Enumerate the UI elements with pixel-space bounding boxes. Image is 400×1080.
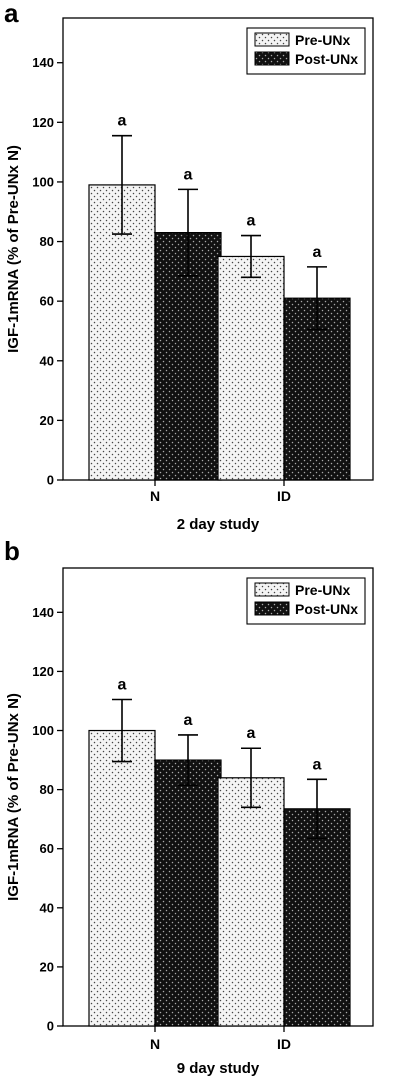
legend-swatch-pre-unx	[254, 32, 290, 47]
bar-post-unx-id	[283, 808, 351, 1027]
y-tick-label: 140	[32, 55, 54, 70]
panel-letter: b	[4, 536, 20, 566]
chart-panel-b: b 0 20 40 60 80 100 120 140 IGF-1mRNA (% of Pre-U…	[4, 536, 374, 1077]
y-axis-title: IGF-1mRNA (% of Pre-UNx N)	[5, 693, 22, 901]
y-axis-title: IGF-1mRNA (% of Pre-UNx N)	[5, 145, 22, 353]
y-tick-label: 20	[40, 413, 54, 428]
bar-pre-unx-n	[88, 184, 156, 481]
legend-swatch-post-unx	[254, 51, 290, 66]
y-tick-label: 80	[40, 234, 54, 249]
y-tick-label: 20	[40, 959, 54, 974]
panel-letter: a	[4, 0, 19, 28]
significance-label: a	[184, 166, 193, 183]
legend-label: Post-UNx	[295, 601, 358, 617]
x-tick-label: ID	[277, 488, 291, 504]
y-tick-label: 120	[32, 115, 54, 130]
significance-label: a	[118, 676, 127, 693]
legend: Pre-UNx Post-UNx	[246, 27, 366, 75]
y-tick-label: 60	[40, 294, 54, 309]
y-tick-label: 40	[40, 353, 54, 368]
x-axis-title: 2 day study	[177, 516, 260, 533]
significance-label: a	[313, 756, 322, 773]
bar-pre-unx-id	[217, 255, 285, 481]
y-tick-label: 0	[47, 473, 54, 488]
y-tick-label: 140	[32, 605, 54, 620]
x-tick-label: ID	[277, 1036, 291, 1052]
significance-label: a	[247, 725, 256, 742]
panels: a 0 20 40 60 80 100 120 140 IGF-1mRNA (% of Pre-U…	[4, 0, 374, 1077]
y-tick-label: 0	[47, 1019, 54, 1034]
significance-label: a	[247, 213, 256, 230]
y-tick-label: 40	[40, 900, 54, 915]
y-tick-label: 100	[32, 723, 54, 738]
x-tick-label: N	[150, 488, 160, 504]
legend-swatch-post-unx	[254, 601, 290, 616]
x-tick-label: N	[150, 1036, 160, 1052]
y-tick-label: 120	[32, 664, 54, 679]
significance-label: a	[118, 113, 127, 130]
legend-label: Pre-UNx	[295, 582, 350, 598]
significance-label: a	[184, 712, 193, 729]
y-tick-label: 100	[32, 174, 54, 189]
significance-label: a	[313, 244, 322, 261]
legend-label: Post-UNx	[295, 51, 358, 67]
legend: Pre-UNx Post-UNx	[246, 577, 366, 625]
x-axis-title: 9 day study	[177, 1060, 260, 1077]
bar-pre-unx-id	[217, 777, 285, 1027]
bar-post-unx-n	[154, 759, 222, 1027]
bar-pre-unx-n	[88, 729, 156, 1027]
legend-swatch-pre-unx	[254, 582, 290, 597]
chart-panel-a: a 0 20 40 60 80 100 120 140 IGF-1mRNA (% of Pre-U…	[4, 0, 374, 533]
y-tick-label: 60	[40, 841, 54, 856]
y-tick-label: 80	[40, 782, 54, 797]
legend-label: Pre-UNx	[295, 32, 350, 48]
